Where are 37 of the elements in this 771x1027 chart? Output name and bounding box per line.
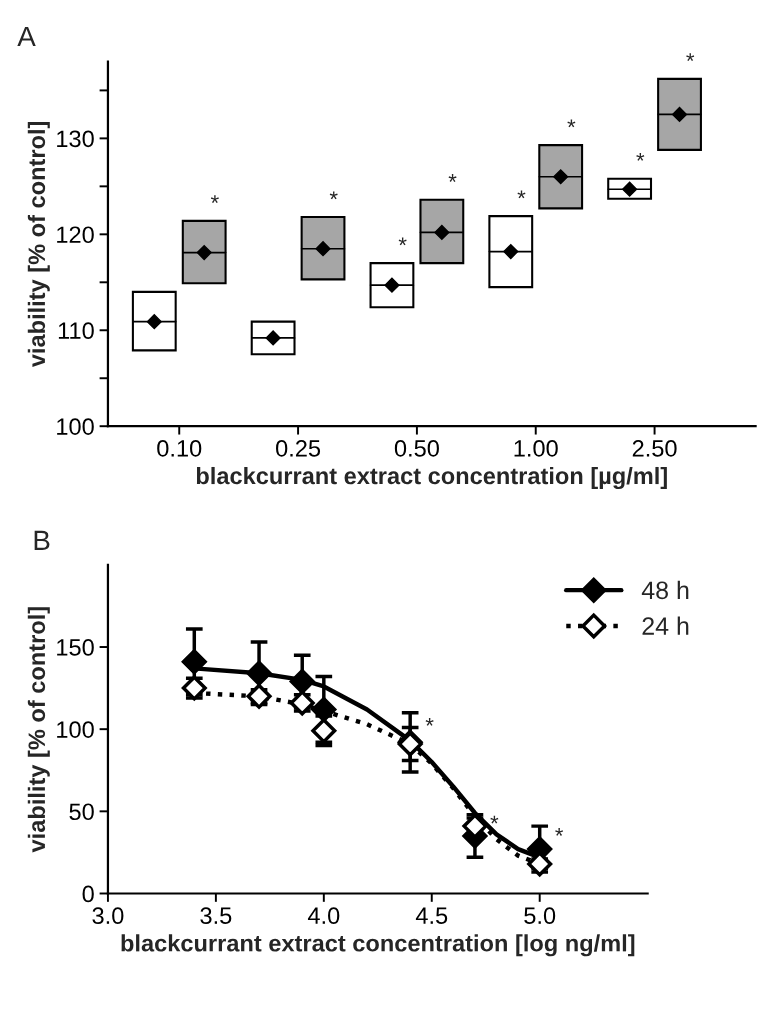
x-axis-title: blackcurrant extract concentration [µg/ml] bbox=[196, 466, 667, 490]
x-tick-label: 5.0 bbox=[524, 907, 556, 925]
x-axis-title: blackcurrant extract concentration [log ng/ml] bbox=[121, 934, 635, 957]
x-tick-label: 2.50 bbox=[632, 440, 677, 457]
text: * bbox=[210, 195, 219, 204]
y-axis-title: viability [% of control] bbox=[27, 121, 50, 368]
x-tick-label: 3.0 bbox=[92, 907, 124, 925]
x-tick-label: 4.5 bbox=[415, 907, 448, 925]
text: * bbox=[686, 53, 695, 62]
text: * bbox=[448, 174, 457, 182]
y-tick-label: 100 bbox=[57, 721, 94, 738]
legend-label: 24 h bbox=[642, 616, 689, 635]
data-label: * bbox=[490, 815, 499, 824]
y-tick-label: 120 bbox=[57, 226, 94, 244]
y-tick-label: 0 bbox=[82, 885, 94, 903]
chart-title: B bbox=[34, 530, 50, 550]
x-tick-label: 0.25 bbox=[276, 440, 321, 457]
y-tick-label: 130 bbox=[57, 130, 94, 148]
text: * bbox=[398, 237, 407, 246]
x-tick-label: 0.50 bbox=[394, 440, 439, 457]
text: * bbox=[636, 153, 645, 161]
chart-title: A bbox=[17, 26, 36, 46]
y-tick-label: 100 bbox=[57, 418, 94, 435]
y-tick-label: 150 bbox=[57, 639, 94, 656]
legend-label: 48 h bbox=[641, 580, 689, 600]
text: * bbox=[517, 190, 526, 199]
text: * bbox=[329, 191, 338, 200]
y-tick-label: 50 bbox=[69, 803, 94, 821]
x-tick-label: 3.5 bbox=[200, 907, 232, 925]
x-tick-label: 0.10 bbox=[157, 440, 202, 457]
data-label: * bbox=[425, 717, 434, 726]
y-tick-label: 110 bbox=[58, 322, 94, 340]
x-tick-label: 4.0 bbox=[307, 907, 340, 925]
x-tick-label: 1.00 bbox=[514, 440, 558, 457]
text: * bbox=[567, 119, 576, 128]
data-label: * bbox=[555, 828, 564, 836]
y-axis-title: viability [% of control] bbox=[27, 607, 50, 853]
